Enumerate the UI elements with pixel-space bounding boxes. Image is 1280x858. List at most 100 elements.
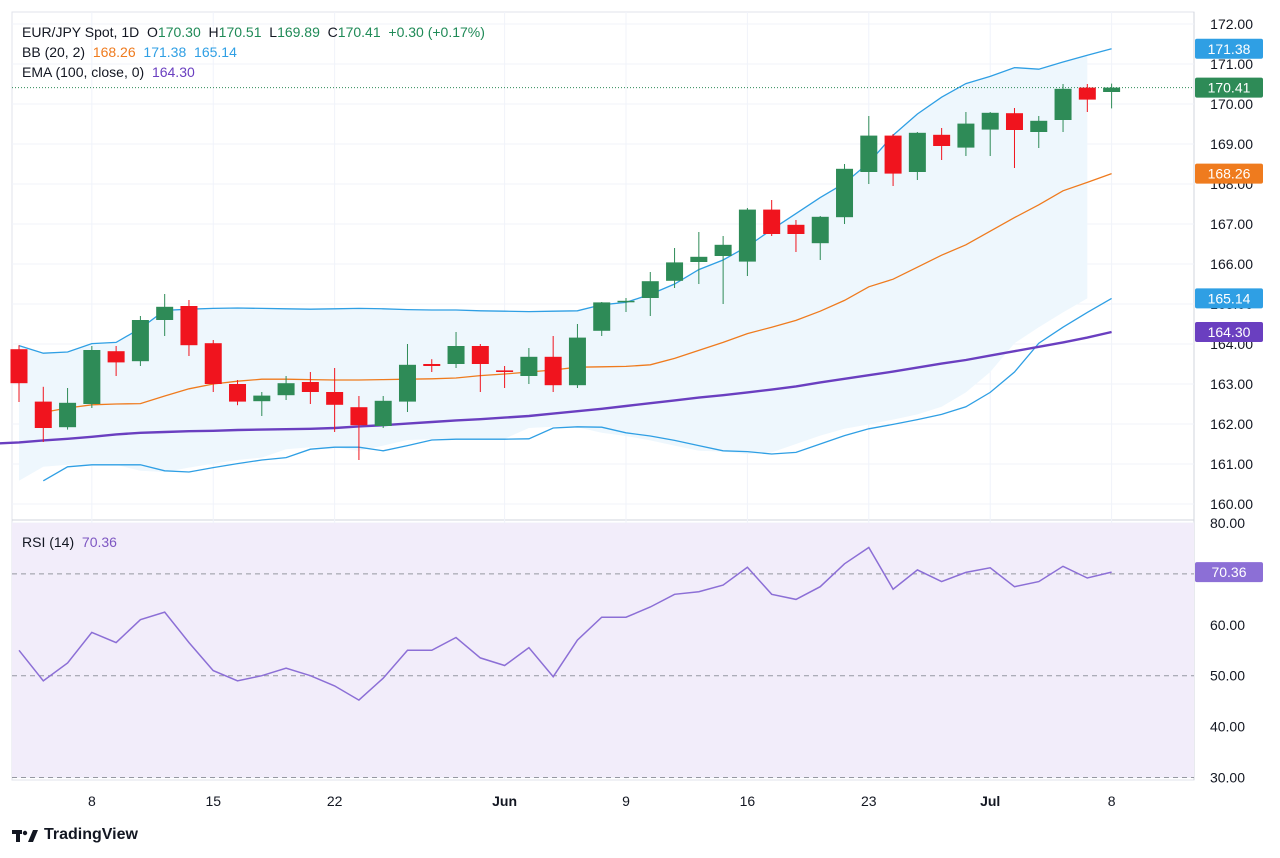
candle: [933, 128, 951, 160]
candle-body: [471, 346, 489, 364]
candle-body: [666, 262, 684, 281]
candle-body: [180, 306, 198, 346]
candle: [1005, 108, 1023, 168]
candle: [156, 294, 174, 336]
candle-body: [301, 382, 319, 392]
bb-label: BB (20, 2): [22, 44, 86, 60]
price-tick-label: 160.00: [1210, 496, 1253, 512]
time-tick-label: 22: [327, 793, 343, 809]
price-badge-bg: [1195, 38, 1263, 59]
candle-body: [520, 356, 538, 376]
candle-body: [83, 350, 101, 404]
price-tick-label: 169.00: [1210, 136, 1253, 152]
price-badge-bg: [1195, 77, 1263, 98]
price-badge: 170.41: [1195, 77, 1263, 98]
tradingview-logo-icon: [12, 830, 38, 842]
candle: [1078, 84, 1096, 112]
candle-body: [787, 224, 805, 234]
rsi-band-fill: [12, 523, 1194, 778]
candle: [423, 359, 441, 372]
close-value: 170.41: [337, 24, 381, 40]
candle: [59, 388, 77, 430]
rsi-band: [12, 523, 1194, 778]
candle: [666, 248, 684, 288]
price-badge: 171.38: [1195, 38, 1263, 59]
bb-upper-line: [18, 48, 1112, 354]
rsi-tick-label: 50.00: [1210, 668, 1245, 684]
price-badge-bg: [1195, 288, 1263, 309]
candle: [496, 366, 514, 388]
candle: [350, 396, 368, 460]
brand-name: TradingView: [44, 826, 138, 843]
price-badge-bg: [1195, 163, 1263, 184]
candle-body: [836, 168, 854, 218]
candle-body: [1054, 88, 1072, 120]
rsi-tick-label: 80.00: [1210, 515, 1245, 531]
candle: [787, 220, 805, 252]
price-tick-label: 166.00: [1210, 256, 1253, 272]
candle: [714, 236, 732, 304]
price-badge-text: 165.14: [1208, 290, 1251, 306]
candle: [738, 208, 756, 276]
rsi-tick-label: 60.00: [1210, 617, 1245, 633]
price-badges: 171.38 170.41 168.26 165.14 164.30 70.36: [1195, 38, 1263, 583]
candle-body: [908, 132, 926, 172]
time-tick-label: 8: [1108, 793, 1116, 809]
ohlc-legend: EUR/JPY Spot, 1D O170.30 H170.51 L169.89…: [22, 24, 485, 40]
candle-body: [690, 256, 708, 262]
price-badge: 168.26: [1195, 163, 1263, 184]
price-tick-label: 163.00: [1210, 376, 1253, 392]
price-badge-text: 164.30: [1208, 324, 1251, 340]
time-tick-label: 9: [622, 793, 630, 809]
price-tick-label: 161.00: [1210, 456, 1253, 472]
open-value: 170.30: [157, 24, 201, 40]
candle-body: [957, 123, 975, 148]
candle-body: [1103, 87, 1121, 92]
price-badge-text: 171.38: [1208, 41, 1251, 57]
candle: [107, 346, 125, 376]
candle-body: [981, 112, 999, 130]
candle: [229, 380, 247, 406]
bb-upper-value: 171.38: [143, 44, 187, 60]
candle: [1054, 84, 1072, 132]
candle-body: [641, 281, 659, 298]
candle-body: [204, 343, 222, 384]
candle-body: [10, 349, 28, 384]
open-label: O: [147, 24, 158, 40]
candle-body: [34, 401, 52, 428]
tradingview-logo[interactable]: TradingView: [12, 826, 138, 844]
candle: [884, 134, 902, 186]
candle: [277, 376, 295, 400]
rsi-badge: 70.36: [1195, 562, 1263, 583]
candle-body: [1005, 113, 1023, 130]
candle: [1103, 83, 1121, 109]
candle: [617, 298, 635, 312]
candle: [10, 345, 28, 402]
close-label: C: [327, 24, 338, 40]
candle: [860, 116, 878, 184]
time-tick-label: 8: [88, 793, 96, 809]
price-badge: 164.30: [1195, 322, 1263, 342]
bb-mid-value: 168.26: [92, 44, 136, 60]
candle: [204, 340, 222, 392]
candle-body: [253, 395, 271, 402]
candle: [471, 344, 489, 392]
candle-body: [496, 370, 514, 372]
price-tick-label: 167.00: [1210, 216, 1253, 232]
candle-body: [374, 400, 392, 426]
ema-legend: EMA (100, close, 0) 164.30: [22, 64, 195, 80]
time-tick-label: 16: [740, 793, 756, 809]
candle-body: [860, 135, 878, 172]
candle: [690, 232, 708, 284]
candle: [253, 392, 271, 416]
candle-body: [1030, 120, 1048, 132]
candle-body: [229, 384, 247, 402]
rsi-tick-label: 30.00: [1210, 769, 1245, 785]
candle-body: [933, 134, 951, 146]
candle-body: [107, 351, 125, 363]
candle: [301, 372, 319, 404]
high-value: 170.51: [218, 24, 262, 40]
candle-body: [156, 306, 174, 320]
high-label: H: [208, 24, 219, 40]
